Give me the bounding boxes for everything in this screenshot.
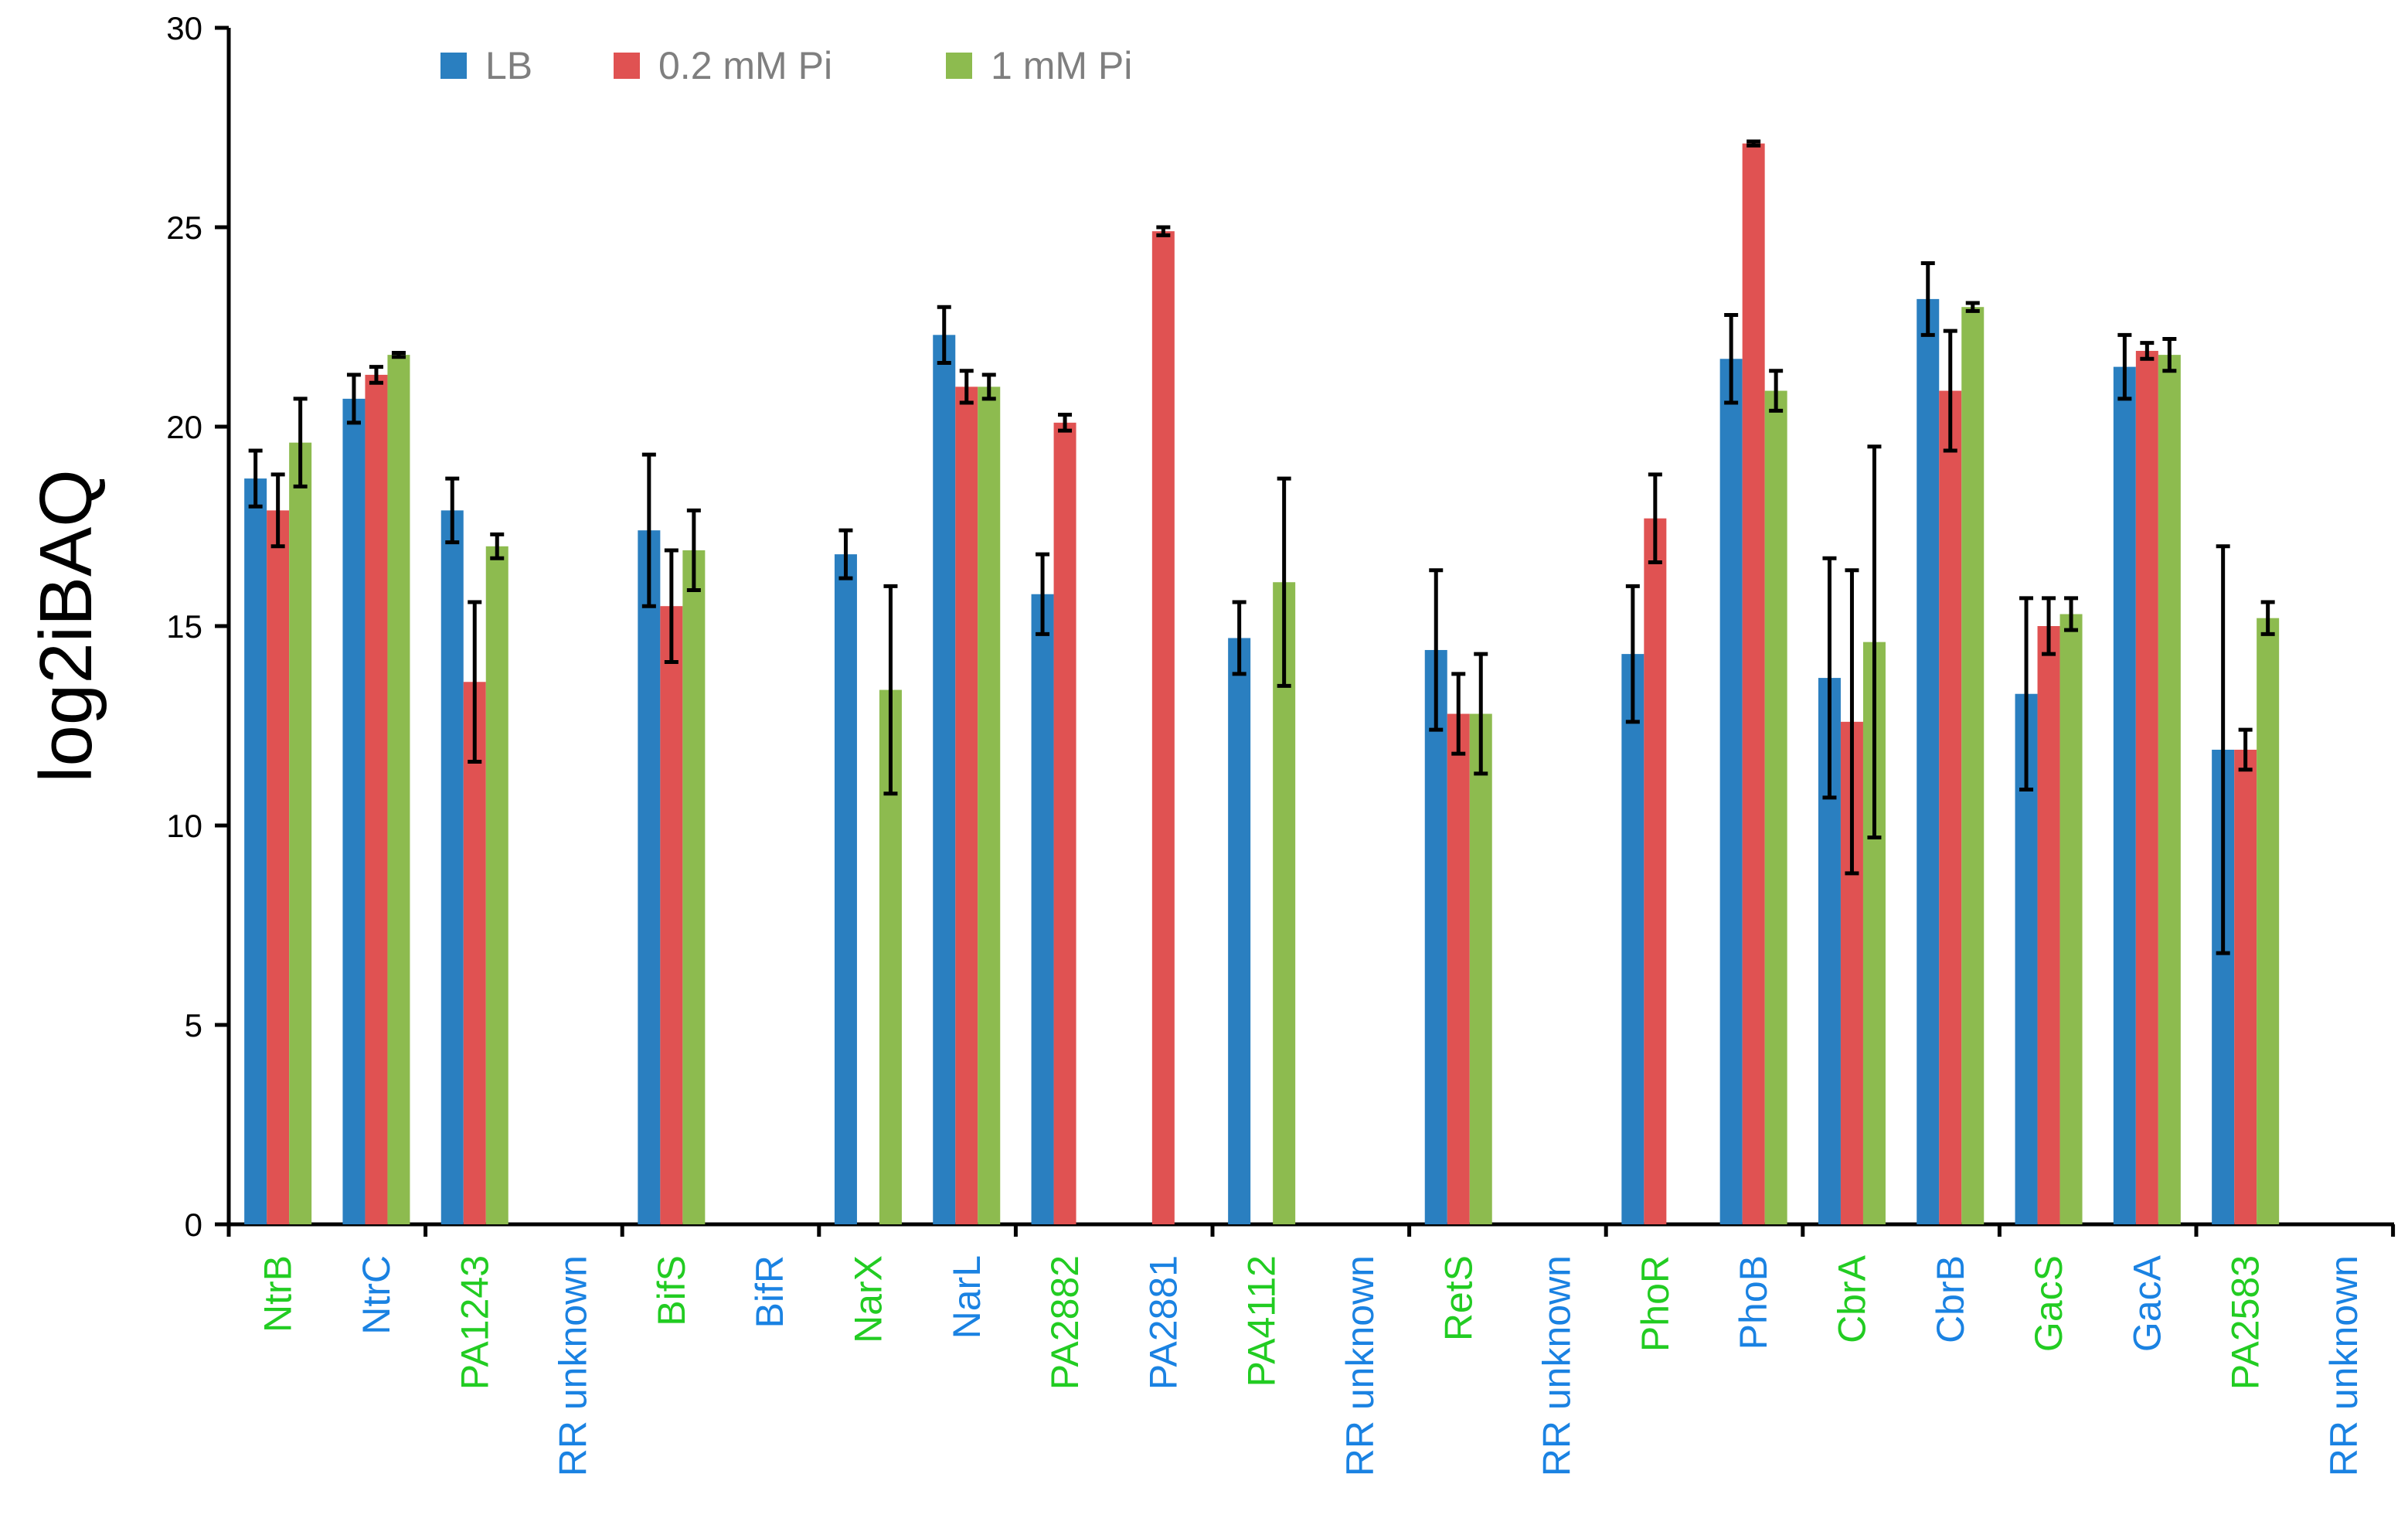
x-tick-label: RR unknown — [2322, 1255, 2365, 1476]
y-tick-label: 15 — [166, 608, 202, 645]
bar — [682, 550, 706, 1224]
bar — [1469, 713, 1492, 1224]
bar — [2234, 749, 2257, 1224]
bar — [1031, 594, 1054, 1224]
legend-item: 0.2 mM Pi — [614, 44, 832, 87]
x-tick-label: NtrB — [257, 1255, 300, 1333]
bar — [834, 554, 857, 1224]
x-tick-label: RetS — [1437, 1255, 1480, 1341]
x-tick-label: BifS — [650, 1255, 693, 1326]
y-tick-label: 25 — [166, 209, 202, 246]
bar — [463, 682, 486, 1224]
legend-label: 1 mM Pi — [991, 44, 1132, 87]
bar — [933, 335, 956, 1224]
bar — [1228, 638, 1251, 1224]
x-tick-label: GacS — [2027, 1255, 2070, 1352]
bar — [2135, 350, 2158, 1225]
legend-label: LB — [485, 44, 532, 87]
x-tick-label: CbrB — [1929, 1255, 1972, 1343]
bar — [2059, 614, 2083, 1224]
x-tick-label: RR unknown — [552, 1255, 595, 1476]
legend-label: 0.2 mM Pi — [658, 44, 832, 87]
x-tick-label: PA2881 — [1141, 1255, 1185, 1390]
x-tick-label: PA2882 — [1043, 1255, 1087, 1390]
legend-swatch — [440, 53, 467, 79]
y-tick-label: 20 — [166, 409, 202, 445]
bar — [1719, 359, 1743, 1224]
bar — [978, 386, 1001, 1224]
bar — [1764, 390, 1787, 1224]
x-tick-labels: NtrB NtrC PA1243 RR unknown BifS BifR NarX NarL… — [257, 1254, 2365, 1476]
bar — [638, 530, 661, 1224]
bar — [342, 398, 366, 1224]
x-tick-label: NarX — [846, 1255, 889, 1343]
legend-item: LB — [440, 44, 532, 87]
bar — [1644, 518, 1667, 1224]
x-tick-label: PA1243 — [453, 1255, 496, 1390]
bar — [1053, 422, 1076, 1224]
y-axis-title: log2iBAQ — [25, 469, 107, 783]
bar — [2158, 355, 2181, 1224]
bar — [387, 355, 410, 1224]
bar — [1742, 143, 1765, 1224]
x-tick-label: RR unknown — [1338, 1255, 1382, 1476]
y-tick-label: 0 — [185, 1207, 202, 1243]
x-tick-label: NarL — [945, 1255, 988, 1339]
y-tick-label: 5 — [185, 1007, 202, 1043]
legend: LB 0.2 mM Pi 1 mM Pi — [440, 44, 1132, 87]
bar — [1939, 390, 1962, 1224]
bar — [1424, 649, 1447, 1224]
bar — [2257, 618, 2280, 1224]
y-tick-label: 30 — [166, 10, 202, 46]
y-tick-label: 10 — [166, 808, 202, 844]
bar — [2113, 366, 2136, 1225]
bar — [365, 374, 388, 1224]
bar — [1917, 298, 1940, 1224]
bar — [1447, 713, 1470, 1224]
x-tick-label: PhoB — [1732, 1255, 1775, 1350]
x-tick-label: NtrC — [355, 1255, 398, 1335]
bar — [1621, 654, 1644, 1224]
bar — [485, 546, 508, 1224]
x-tick-label: BifR — [748, 1255, 791, 1328]
bar — [1273, 582, 1296, 1224]
bar — [660, 606, 683, 1224]
legend-swatch — [614, 53, 640, 79]
x-tick-label: PA4112 — [1240, 1255, 1284, 1387]
x-tick-label: CbrA — [1830, 1254, 1873, 1343]
x-tick-label: PA2583 — [2224, 1255, 2267, 1390]
legend-swatch — [946, 53, 972, 79]
bar — [244, 478, 267, 1224]
x-tick-label: PhoR — [1634, 1255, 1677, 1352]
bar — [1151, 231, 1175, 1224]
bar — [440, 510, 464, 1224]
bar — [267, 510, 290, 1224]
x-tick-label: GacA — [2125, 1254, 2168, 1352]
x-tick-label: RR unknown — [1536, 1255, 1579, 1476]
error-bars — [248, 139, 2275, 955]
bar — [2037, 626, 2060, 1224]
bar — [955, 386, 978, 1224]
bar — [289, 442, 312, 1224]
bar — [1961, 307, 1985, 1225]
legend-item: 1 mM Pi — [946, 44, 1132, 87]
